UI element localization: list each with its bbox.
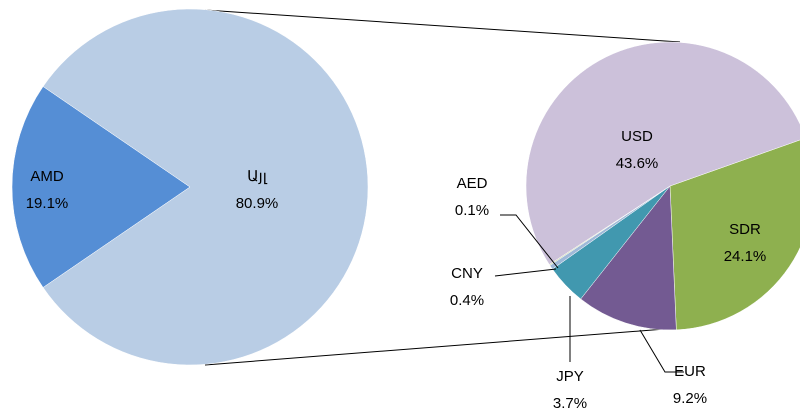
pies: AMD 19.1% Այլ 80.9% SDR 24.1% EUR 9.2% JPY 3.7% CN… (11, 8, 800, 412)
connector-line (204, 9, 681, 43)
slice-category-label: CNY (451, 265, 483, 282)
slice-category-label: EUR (674, 363, 706, 380)
leader-line (494, 268, 557, 277)
slice-value-label: 0.1% (455, 202, 489, 219)
pie-slice (525, 41, 800, 265)
slice-value-label: 3.7% (553, 395, 587, 412)
slice-value-label: 9.2% (673, 390, 707, 407)
connector-line (204, 327, 679, 366)
pie-slice (580, 185, 677, 331)
slice-category-label: JPY (556, 368, 584, 385)
pie-slice (669, 139, 800, 331)
pie-slice (11, 86, 191, 288)
slice-value-label: 19.1% (26, 195, 69, 212)
slice-category-label: AED (457, 175, 488, 192)
slice-value-label: 43.6% (616, 155, 659, 172)
slice-value-label: 80.9% (236, 195, 279, 212)
pie-slice (42, 8, 369, 366)
leader-line (500, 214, 559, 269)
slice-category-label: Այլ (247, 168, 268, 185)
slice-category-label: AMD (30, 168, 64, 185)
leader-line (639, 329, 684, 373)
slice-category-label: SDR (729, 221, 761, 238)
slice-value-label: 24.1% (724, 248, 767, 265)
slice-category-label: USD (621, 128, 653, 145)
slice-value-label: 0.4% (450, 292, 484, 309)
